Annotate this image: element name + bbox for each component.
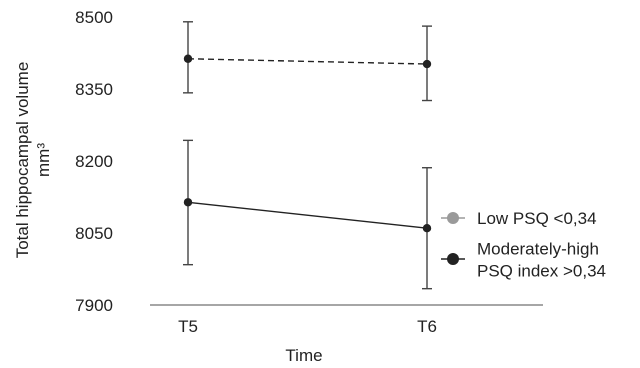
y-tick-label: 8200 (75, 152, 113, 171)
series-group (183, 21, 432, 290)
y-tick-label: 8500 (75, 8, 113, 27)
legend-item-1: Moderately-high PSQ index >0,34 (441, 240, 606, 281)
x-axis-label: Time (285, 346, 322, 365)
y-tick-label: 7900 (75, 296, 113, 315)
y-axis-ticks: 7900 8050 8200 8350 8500 (75, 8, 113, 315)
legend-item-0: Low PSQ <0,34 (441, 209, 597, 228)
series-line (187, 58, 428, 65)
series-0 (183, 21, 432, 102)
y-axis-unit: mm³ (34, 143, 53, 177)
data-point (183, 54, 193, 63)
y-tick-label: 8350 (75, 80, 113, 99)
legend-marker (447, 253, 459, 265)
x-axis-ticks: T5 T6 (178, 317, 437, 336)
legend-label: Low PSQ <0,34 (477, 209, 597, 228)
legend-label: PSQ index >0,34 (477, 262, 606, 281)
x-tick-label: T6 (417, 317, 437, 336)
data-point (422, 224, 432, 233)
data-point (183, 198, 193, 207)
y-tick-label: 8050 (75, 224, 113, 243)
legend: Low PSQ <0,34 Moderately-high PSQ index >0… (441, 209, 606, 281)
series-1 (183, 139, 432, 290)
series-line (187, 201, 428, 229)
legend-marker (447, 212, 459, 224)
x-tick-label: T5 (178, 317, 198, 336)
data-point (422, 59, 432, 69)
legend-label: Moderately-high (477, 240, 599, 259)
y-axis-label: Total hippocampal volume (13, 62, 32, 259)
